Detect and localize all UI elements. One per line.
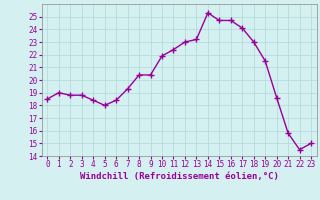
X-axis label: Windchill (Refroidissement éolien,°C): Windchill (Refroidissement éolien,°C) [80, 172, 279, 181]
